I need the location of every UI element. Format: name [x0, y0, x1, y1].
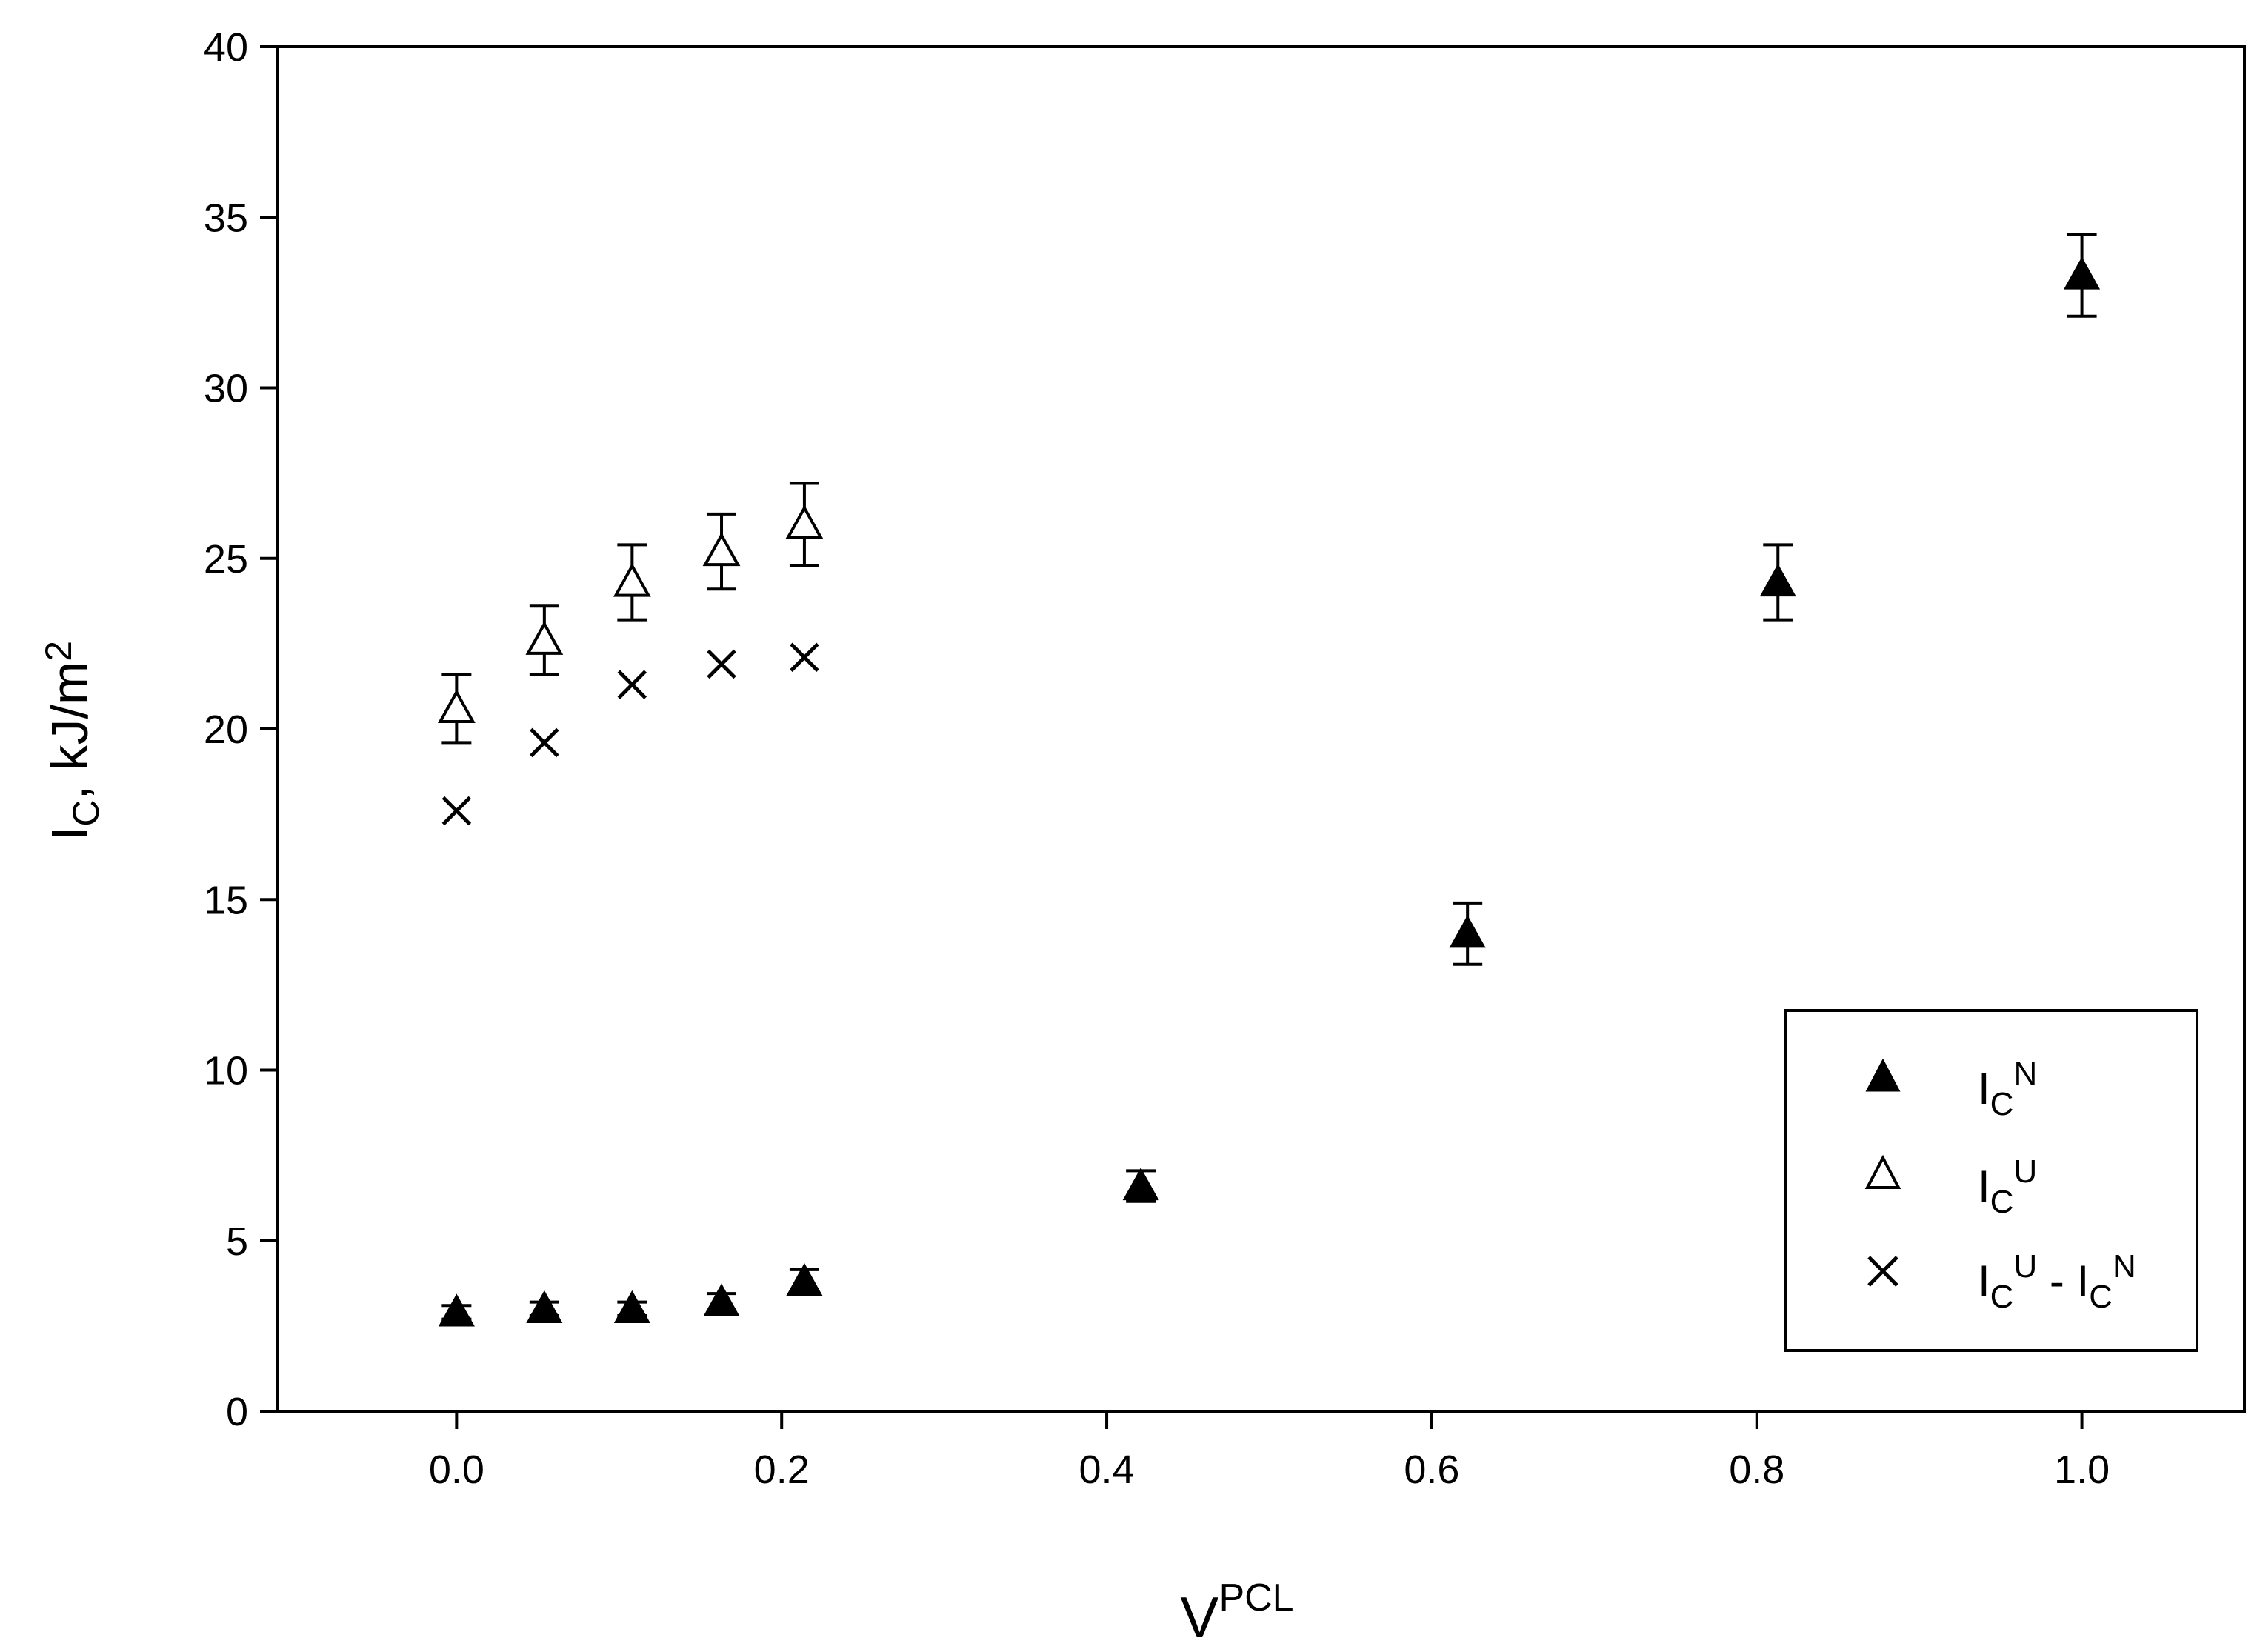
y-tick-label: 20 — [204, 707, 248, 752]
point-unnotched — [702, 532, 741, 567]
x-tick-label: 0.0 — [429, 1448, 484, 1492]
point-notched — [438, 1293, 475, 1327]
legend-marker-unnotched — [1864, 1154, 1901, 1189]
point-notched — [526, 1290, 563, 1323]
y-axis-title-sub: C — [65, 799, 107, 826]
y-tick-label: 10 — [204, 1049, 248, 1093]
legend-unnotched-sub: C — [1990, 1184, 2014, 1220]
legend-marker-notched — [1865, 1058, 1901, 1092]
legend-label-notched: ICN — [1978, 1056, 2037, 1123]
y-tick-label: 5 — [226, 1219, 248, 1264]
x-axis-title-base: V — [1180, 1585, 1218, 1650]
point-notched — [1122, 1167, 1159, 1201]
legend-difference-sup: U — [2013, 1248, 2037, 1285]
y-tick-label: 35 — [204, 196, 248, 240]
legend-notched-sub: C — [1990, 1086, 2014, 1122]
legend-unnotched-base: I — [1978, 1162, 1990, 1211]
x-axis-title: VPCL — [1180, 1576, 1293, 1650]
point-difference — [441, 796, 472, 826]
legend-difference-sub2: C — [2089, 1279, 2113, 1315]
point-notched — [703, 1283, 740, 1316]
point-unnotched — [785, 504, 824, 539]
point-notched — [613, 1290, 650, 1323]
x-axis-title-sup: PCL — [1218, 1576, 1293, 1619]
legend-difference-sub: C — [1990, 1279, 2014, 1315]
legend-notched-base: I — [1978, 1064, 1990, 1113]
data-marks — [437, 233, 2101, 1327]
legend-label-unnotched: ICU — [1978, 1153, 2037, 1221]
x-tick-label: 1.0 — [2054, 1448, 2110, 1492]
point-difference — [617, 670, 647, 699]
point-unnotched — [437, 689, 476, 723]
y-axis-title: IC, kJ/m2 — [38, 641, 107, 841]
point-unnotched — [613, 562, 651, 597]
legend-difference-mid: - — [2037, 1256, 2076, 1306]
y-axis-title-sup: 2 — [38, 641, 79, 662]
legend-notched-sup: N — [2013, 1056, 2037, 1092]
legend: ICN ICU ICU - ICN — [1784, 1009, 2198, 1352]
legend-difference-sup2: N — [2113, 1248, 2136, 1285]
point-notched — [786, 1262, 823, 1296]
point-unnotched — [525, 621, 564, 655]
point-notched — [1759, 563, 1796, 597]
y-tick-label: 40 — [204, 25, 248, 70]
y-tick-label: 15 — [204, 878, 248, 922]
x-tick-label: 0.8 — [1729, 1448, 1784, 1492]
legend-unnotched-sup: U — [2013, 1153, 2037, 1190]
y-tick-label: 0 — [226, 1390, 248, 1434]
legend-label-difference: ICU - ICN — [1978, 1248, 2136, 1316]
x-tick-label: 0.2 — [754, 1448, 810, 1492]
y-tick-label: 25 — [204, 537, 248, 582]
x-tick-label: 0.4 — [1079, 1448, 1135, 1492]
y-axis-title-base: I — [41, 827, 99, 841]
legend-box — [1784, 1009, 2198, 1352]
legend-marker-difference — [1867, 1256, 1898, 1287]
legend-difference-base2: I — [2077, 1256, 2090, 1306]
y-axis-title-rest: , kJ/m — [41, 662, 99, 800]
point-notched — [1449, 915, 1486, 948]
legend-difference-base: I — [1978, 1256, 1990, 1306]
point-difference — [530, 727, 559, 758]
point-difference — [790, 642, 819, 673]
ticks: 0 5 10 15 20 25 30 35 40 0.0 0.2 0.4 0.6 0.8 1.0 — [204, 25, 2110, 1492]
x-tick-label: 0.6 — [1404, 1448, 1459, 1492]
point-notched — [2064, 256, 2101, 290]
point-difference — [707, 649, 736, 679]
y-tick-label: 30 — [204, 367, 248, 411]
